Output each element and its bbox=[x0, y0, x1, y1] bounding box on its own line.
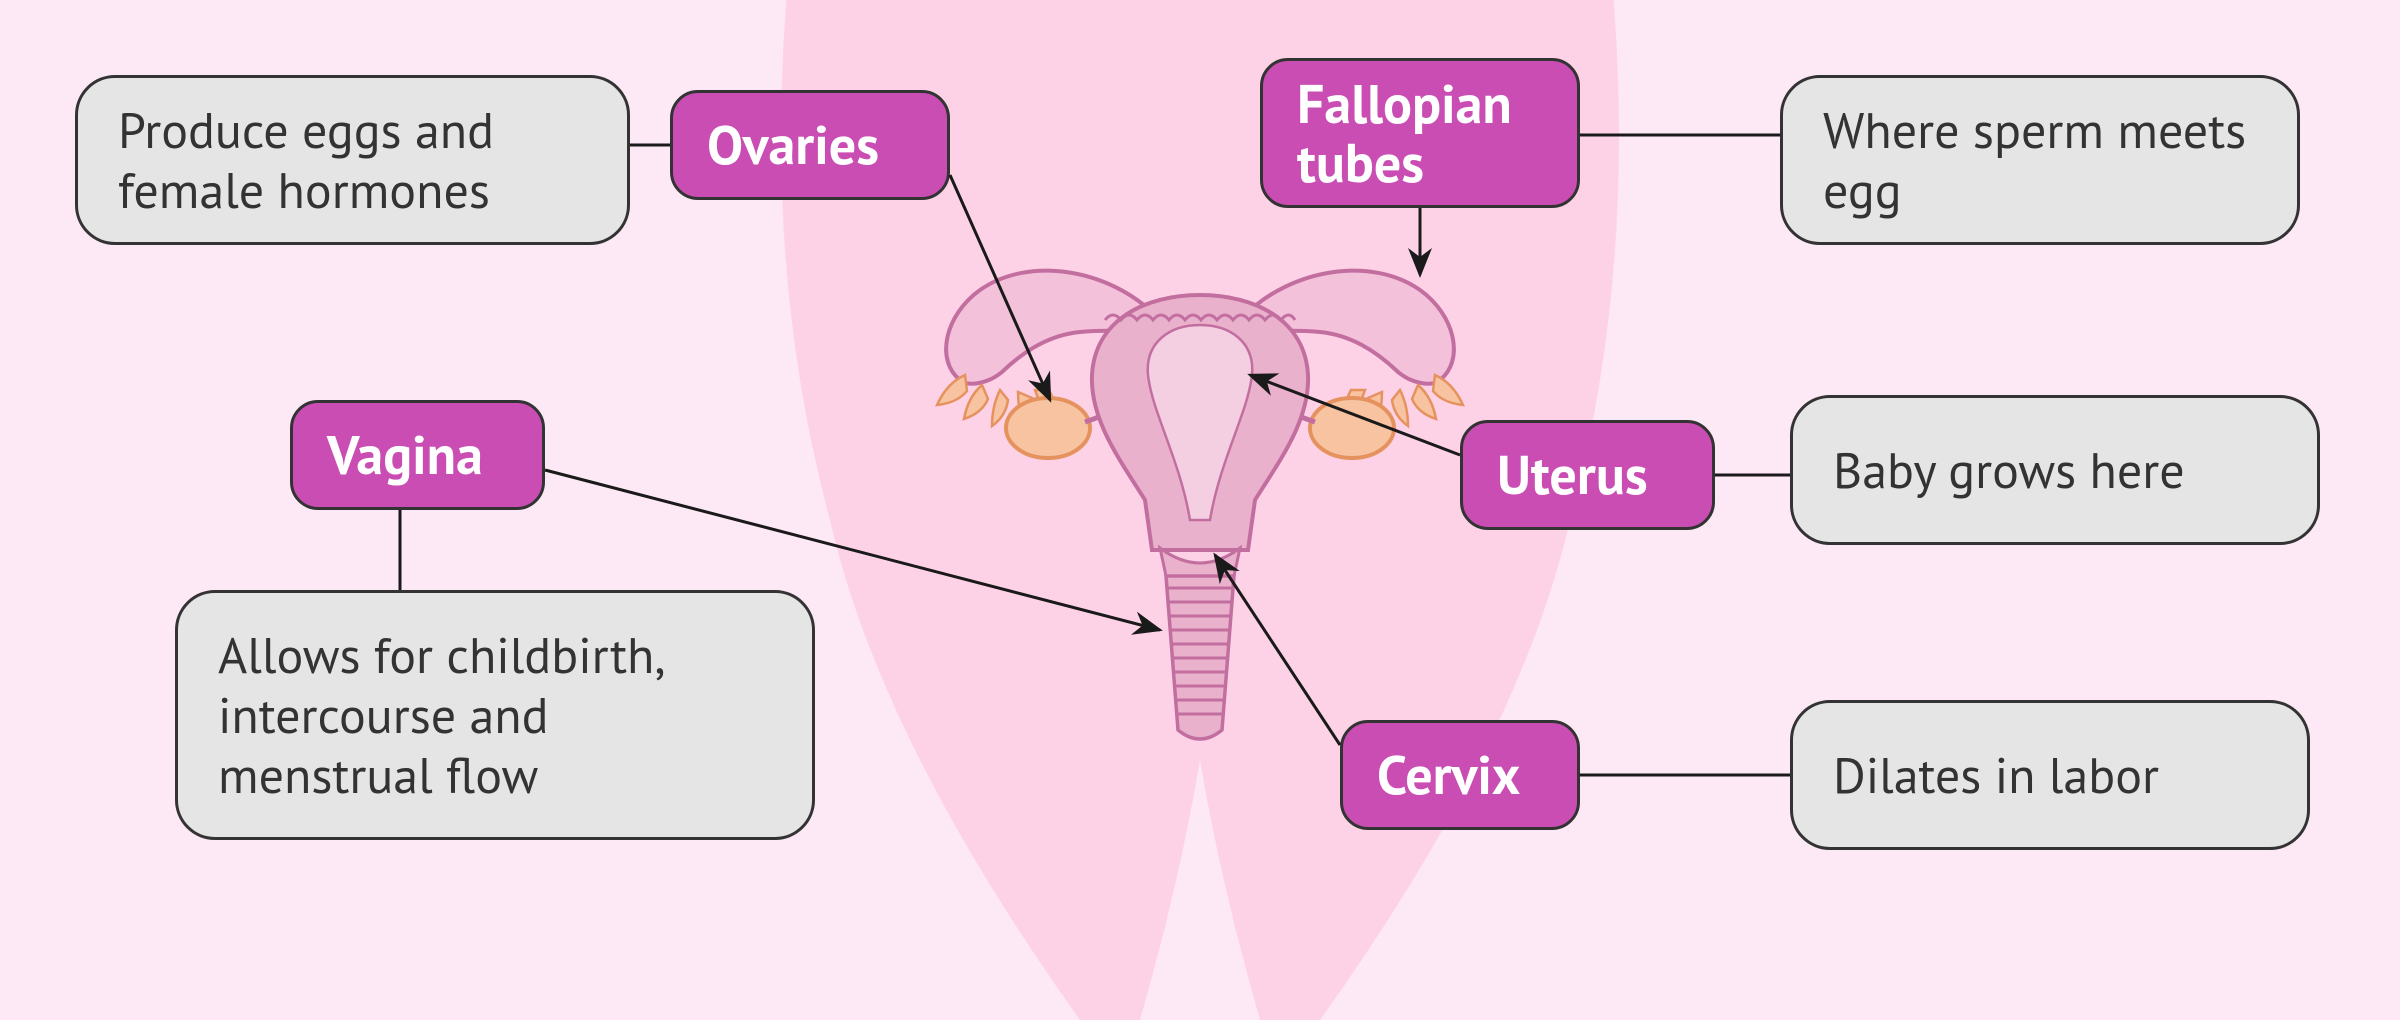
text: Dilates in labor bbox=[1833, 745, 2159, 805]
text: Baby grows here bbox=[1833, 440, 2185, 500]
vagina-label: Vagina bbox=[290, 400, 545, 510]
text: Vagina bbox=[327, 425, 483, 484]
ovaries-label: Ovaries bbox=[670, 90, 950, 200]
fallopian-tubes-description: Where sperm meets egg bbox=[1780, 75, 2300, 245]
text: Fallopian tubes bbox=[1297, 74, 1543, 193]
diagram-canvas: Produce eggs and female hormones Ovaries… bbox=[0, 0, 2400, 1020]
text: Cervix bbox=[1377, 745, 1520, 804]
cervix-label: Cervix bbox=[1340, 720, 1580, 830]
vagina-description: Allows for childbirth, intercourse and m… bbox=[175, 590, 815, 840]
text: Allows for childbirth, intercourse and m… bbox=[218, 625, 772, 805]
text: Where sperm meets egg bbox=[1823, 100, 2257, 220]
text: Produce eggs and female hormones bbox=[118, 100, 587, 220]
uterus-label: Uterus bbox=[1460, 420, 1715, 530]
cervix-description: Dilates in labor bbox=[1790, 700, 2310, 850]
ovaries-description: Produce eggs and female hormones bbox=[75, 75, 630, 245]
uterus-description: Baby grows here bbox=[1790, 395, 2320, 545]
text: Uterus bbox=[1497, 445, 1648, 504]
fallopian-tubes-label: Fallopian tubes bbox=[1260, 58, 1580, 208]
text: Ovaries bbox=[707, 115, 879, 174]
